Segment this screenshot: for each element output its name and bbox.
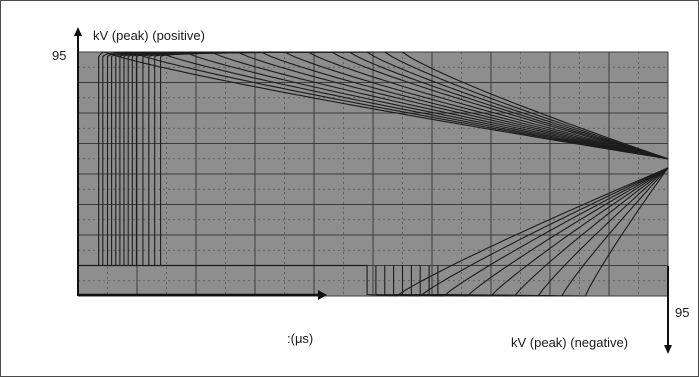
negative-pulse-trace bbox=[419, 167, 669, 297]
negative-pulse-trace bbox=[437, 167, 669, 297]
x-axis-arrow-icon bbox=[318, 290, 327, 300]
positive-pulse-trace bbox=[88, 51, 669, 267]
x-axis-label: :(μs) bbox=[287, 331, 313, 346]
negative-pulse-trace bbox=[410, 167, 669, 297]
negative-pulse-trace bbox=[375, 167, 669, 297]
y-tick-95-negative: 95 bbox=[675, 305, 689, 320]
negative-pulse-trace bbox=[366, 167, 669, 297]
positive-pulse-trace bbox=[83, 51, 669, 267]
positive-pulse-trace bbox=[92, 51, 669, 267]
y-tick-95-positive: 95 bbox=[52, 48, 66, 63]
waveform-traces bbox=[78, 51, 669, 297]
y-axis-label-negative: kV (peak) (negative) bbox=[511, 335, 628, 350]
negative-pulse-trace bbox=[428, 167, 669, 297]
negative-pulse-trace bbox=[384, 167, 669, 297]
negative-pulse-trace bbox=[401, 167, 669, 297]
y-axis-label-positive: kV (peak) (positive) bbox=[93, 28, 205, 43]
y-axis-positive-arrow-icon bbox=[74, 27, 82, 36]
positive-pulse-trace bbox=[145, 51, 669, 267]
negative-pulse-trace bbox=[393, 167, 669, 297]
y-axis-negative-arrow-icon bbox=[664, 345, 672, 354]
